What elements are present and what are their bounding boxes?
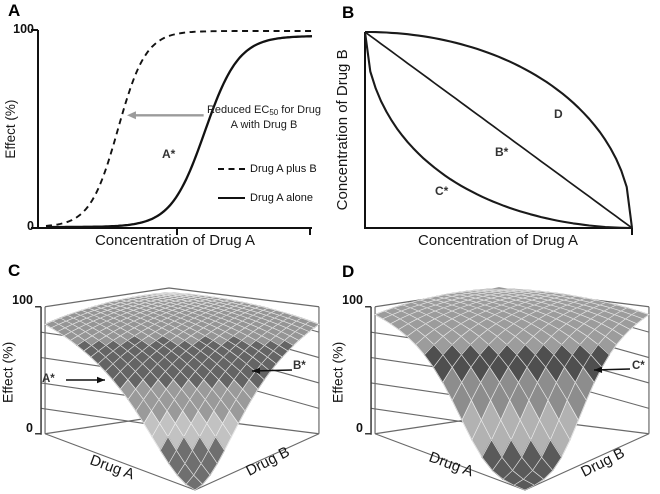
legend-item-drug-a-alone: Drug A alone (218, 192, 313, 204)
panel-b-isobologram: B Concentration of Drug B Concentration … (330, 0, 660, 250)
solid-line-sample-icon (218, 197, 245, 199)
ec50-annotation-line1: Reduced EC50 for Drug (206, 104, 322, 117)
panel-d-response-surface: D 100 0 Effect (%) Drug A Drug B C* (330, 250, 660, 494)
y-axis-label-effect: Effect (%) (2, 99, 18, 159)
surface-label-a-star: A* (42, 373, 55, 385)
panel-d-letter: D (342, 262, 355, 281)
y-tick-100: 100 (13, 22, 34, 36)
panel-b-letter: B (342, 3, 355, 22)
legend-item-drug-a-plus-b: Drug A plus B (218, 163, 317, 175)
legend-label-alone: Drug A alone (250, 192, 313, 204)
z-axis-label-effect: Effect (%) (329, 341, 346, 403)
synergy-surface-chart (330, 250, 660, 494)
legend-label-plus-b: Drug A plus B (250, 163, 317, 175)
additive-surface-chart (0, 250, 330, 494)
ec50-annotation-line2: A with Drug B (230, 119, 298, 131)
panel-a-dose-response: A 100 0 Effect (%) Concentration of Drug… (0, 0, 330, 250)
ec50-annotation: Reduced EC50 for Drug A with Drug B (195, 104, 333, 132)
dashed-line-sample-icon (218, 168, 245, 170)
curve-label-a-star: A* (162, 147, 176, 161)
z-axis-label-effect: Effect (%) (0, 341, 16, 403)
z-tick-100: 100 (12, 293, 33, 307)
isobologram-chart (363, 30, 634, 235)
curve-label-additive-b-star: B* (495, 145, 509, 159)
curve-label-synergy-c-star: C* (435, 184, 449, 198)
panel-c-letter: C (8, 261, 21, 280)
dose-response-chart (31, 29, 313, 235)
panel-a-letter: A (8, 1, 21, 20)
y-tick-0: 0 (27, 219, 34, 233)
x-axis-label-concentration-a: Concentration of Drug A (94, 232, 256, 249)
y-axis-label-concentration-b: Concentration of Drug B (334, 49, 352, 211)
surface-label-b-star: B* (293, 360, 306, 372)
panel-c-response-surface: C 100 0 Effect (%) Drug A Drug B A* B* (0, 250, 330, 494)
curve-label-antagonism-d: D (554, 107, 563, 121)
z-tick-0: 0 (26, 421, 33, 435)
z-tick-0: 0 (356, 421, 363, 435)
z-tick-100: 100 (342, 293, 363, 307)
x-axis-label-concentration-a: Concentration of Drug A (417, 232, 579, 249)
surface-label-c-star: C* (632, 360, 645, 372)
